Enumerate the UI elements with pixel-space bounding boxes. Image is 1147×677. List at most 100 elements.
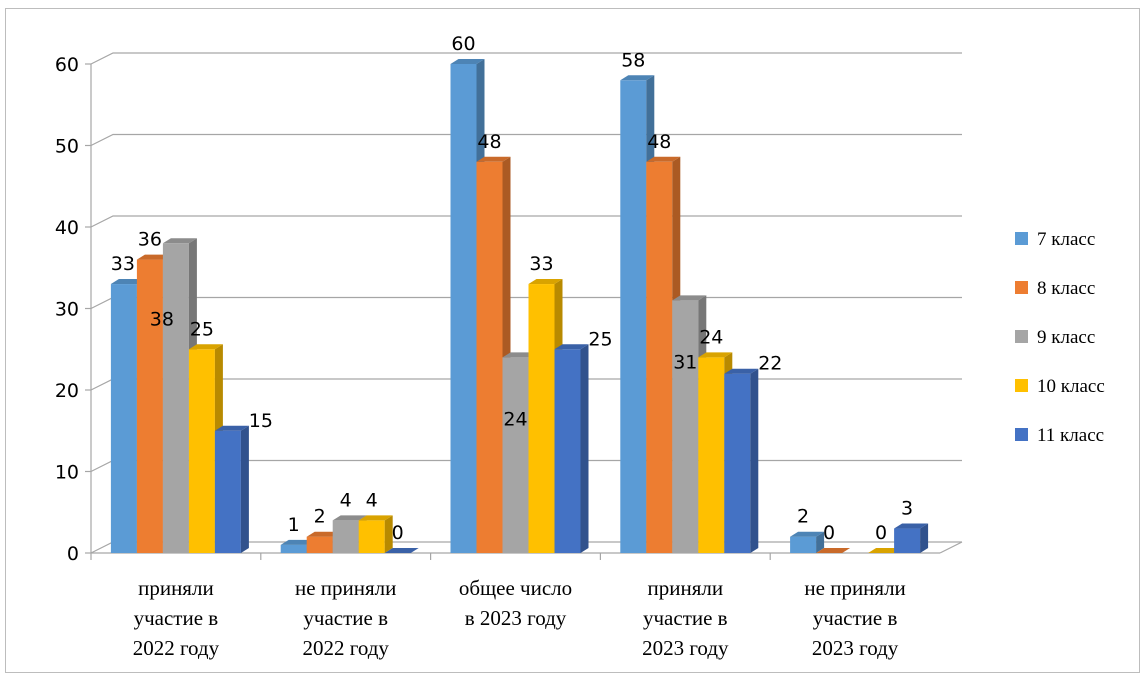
bar-front: [894, 528, 921, 553]
bar-top: [450, 59, 485, 64]
data-label: 33: [111, 253, 135, 275]
legend-label: 11 класс: [1037, 425, 1104, 446]
bar-front: [306, 536, 333, 553]
gridline: [90, 52, 962, 65]
bar: [790, 531, 825, 553]
y-tick-label: 40: [55, 217, 79, 239]
data-label: 38: [150, 308, 174, 330]
y-tick-label: 60: [55, 54, 79, 76]
bar-top: [816, 548, 851, 553]
data-label: 58: [621, 49, 645, 71]
category-label-line: участие в: [303, 606, 388, 630]
bar-front: [528, 284, 555, 553]
bar-side: [384, 515, 393, 553]
y-axis-ticks: 0 10 20 30 40 50 60: [55, 54, 91, 565]
bar-front: [476, 161, 503, 554]
category-label-line: общее число: [459, 576, 572, 600]
y-tick-label: 50: [55, 136, 79, 158]
bar-top: [724, 368, 759, 374]
gridline: [90, 133, 962, 147]
bar-front: [450, 64, 477, 553]
category-label-line: 2023 году: [642, 636, 729, 660]
bar: [816, 548, 851, 553]
bar-side: [920, 523, 929, 553]
legend-swatch: [1015, 330, 1028, 343]
legend: 7 класс 8 класс 9 класс 10 класс 11 класс: [1015, 229, 1105, 446]
data-label: 4: [366, 489, 378, 511]
legend-swatch: [1015, 379, 1028, 392]
category-label: не приняли участие в 2022 году: [295, 576, 396, 660]
bar-front: [646, 161, 673, 554]
bar-front: [188, 349, 215, 553]
legend-label: 10 класс: [1037, 376, 1105, 397]
data-label: 0: [392, 522, 404, 544]
bar-front: [214, 430, 241, 553]
data-label: 33: [529, 253, 553, 275]
y-tick-label: 20: [55, 380, 79, 402]
y-tick-label: 30: [55, 299, 79, 321]
category-label-line: участие в: [813, 606, 898, 630]
bar: [358, 515, 393, 553]
bar-top: [894, 523, 929, 529]
bar-top: [188, 344, 223, 350]
bar-top: [110, 279, 145, 285]
bar: [554, 344, 589, 553]
category-labels: приняли участие в 2022 году не приняли участ…: [133, 576, 906, 660]
bar-top: [214, 425, 249, 431]
data-label: 36: [138, 229, 162, 251]
category-label: общее число в 2023 году: [459, 576, 572, 630]
data-label: 25: [190, 318, 214, 340]
category-label: приняли участие в 2022 году: [133, 576, 220, 660]
bar-top: [646, 156, 681, 162]
bar-front: [724, 373, 751, 553]
bar-front: [280, 544, 307, 553]
bar: [646, 156, 681, 554]
bar-front: [162, 243, 189, 554]
data-label: 60: [451, 33, 475, 55]
floor-right-edge: [939, 541, 963, 554]
legend-label: 8 класс: [1037, 278, 1095, 299]
data-label: 2: [314, 506, 326, 528]
bar-top: [502, 352, 537, 358]
bar-side: [750, 368, 759, 553]
data-label: 0: [875, 522, 887, 544]
bar-front: [110, 284, 137, 553]
data-label: 25: [588, 328, 612, 350]
category-label-line: 2022 году: [302, 636, 389, 660]
category-label-line: не приняли: [295, 576, 396, 600]
category-label-line: участие в: [134, 606, 219, 630]
bar-top: [384, 548, 419, 553]
category-label-line: приняли: [648, 576, 724, 600]
category-label: приняли участие в 2023 году: [642, 576, 729, 660]
bar-side: [240, 425, 249, 553]
bar: [214, 425, 249, 553]
legend-swatch: [1015, 281, 1028, 294]
data-label: 2: [797, 506, 809, 528]
bar-top: [136, 254, 171, 260]
legend-label: 9 класс: [1037, 327, 1095, 348]
category-label-line: 2023 году: [812, 636, 899, 660]
data-label: 0: [823, 522, 835, 544]
bar-top: [332, 515, 367, 521]
bar-front: [698, 357, 725, 553]
bar-top: [528, 279, 563, 285]
bar-front: [136, 259, 163, 553]
bar-top: [358, 515, 393, 521]
gridline: [90, 296, 962, 310]
bar-front: [672, 300, 699, 553]
bar-top: [280, 539, 315, 545]
bar-side: [816, 531, 825, 553]
data-label: 4: [340, 489, 352, 511]
bar-front: [358, 520, 385, 553]
data-label: 3: [901, 498, 913, 520]
bar-side: [580, 344, 589, 553]
data-label: 22: [758, 353, 782, 375]
bar: [894, 523, 929, 553]
bar-top: [162, 238, 197, 244]
bar-front: [790, 536, 817, 553]
gridline: [90, 215, 962, 228]
data-label: 24: [699, 326, 723, 348]
bar-top: [698, 352, 733, 358]
legend-label: 7 класс: [1037, 229, 1095, 250]
